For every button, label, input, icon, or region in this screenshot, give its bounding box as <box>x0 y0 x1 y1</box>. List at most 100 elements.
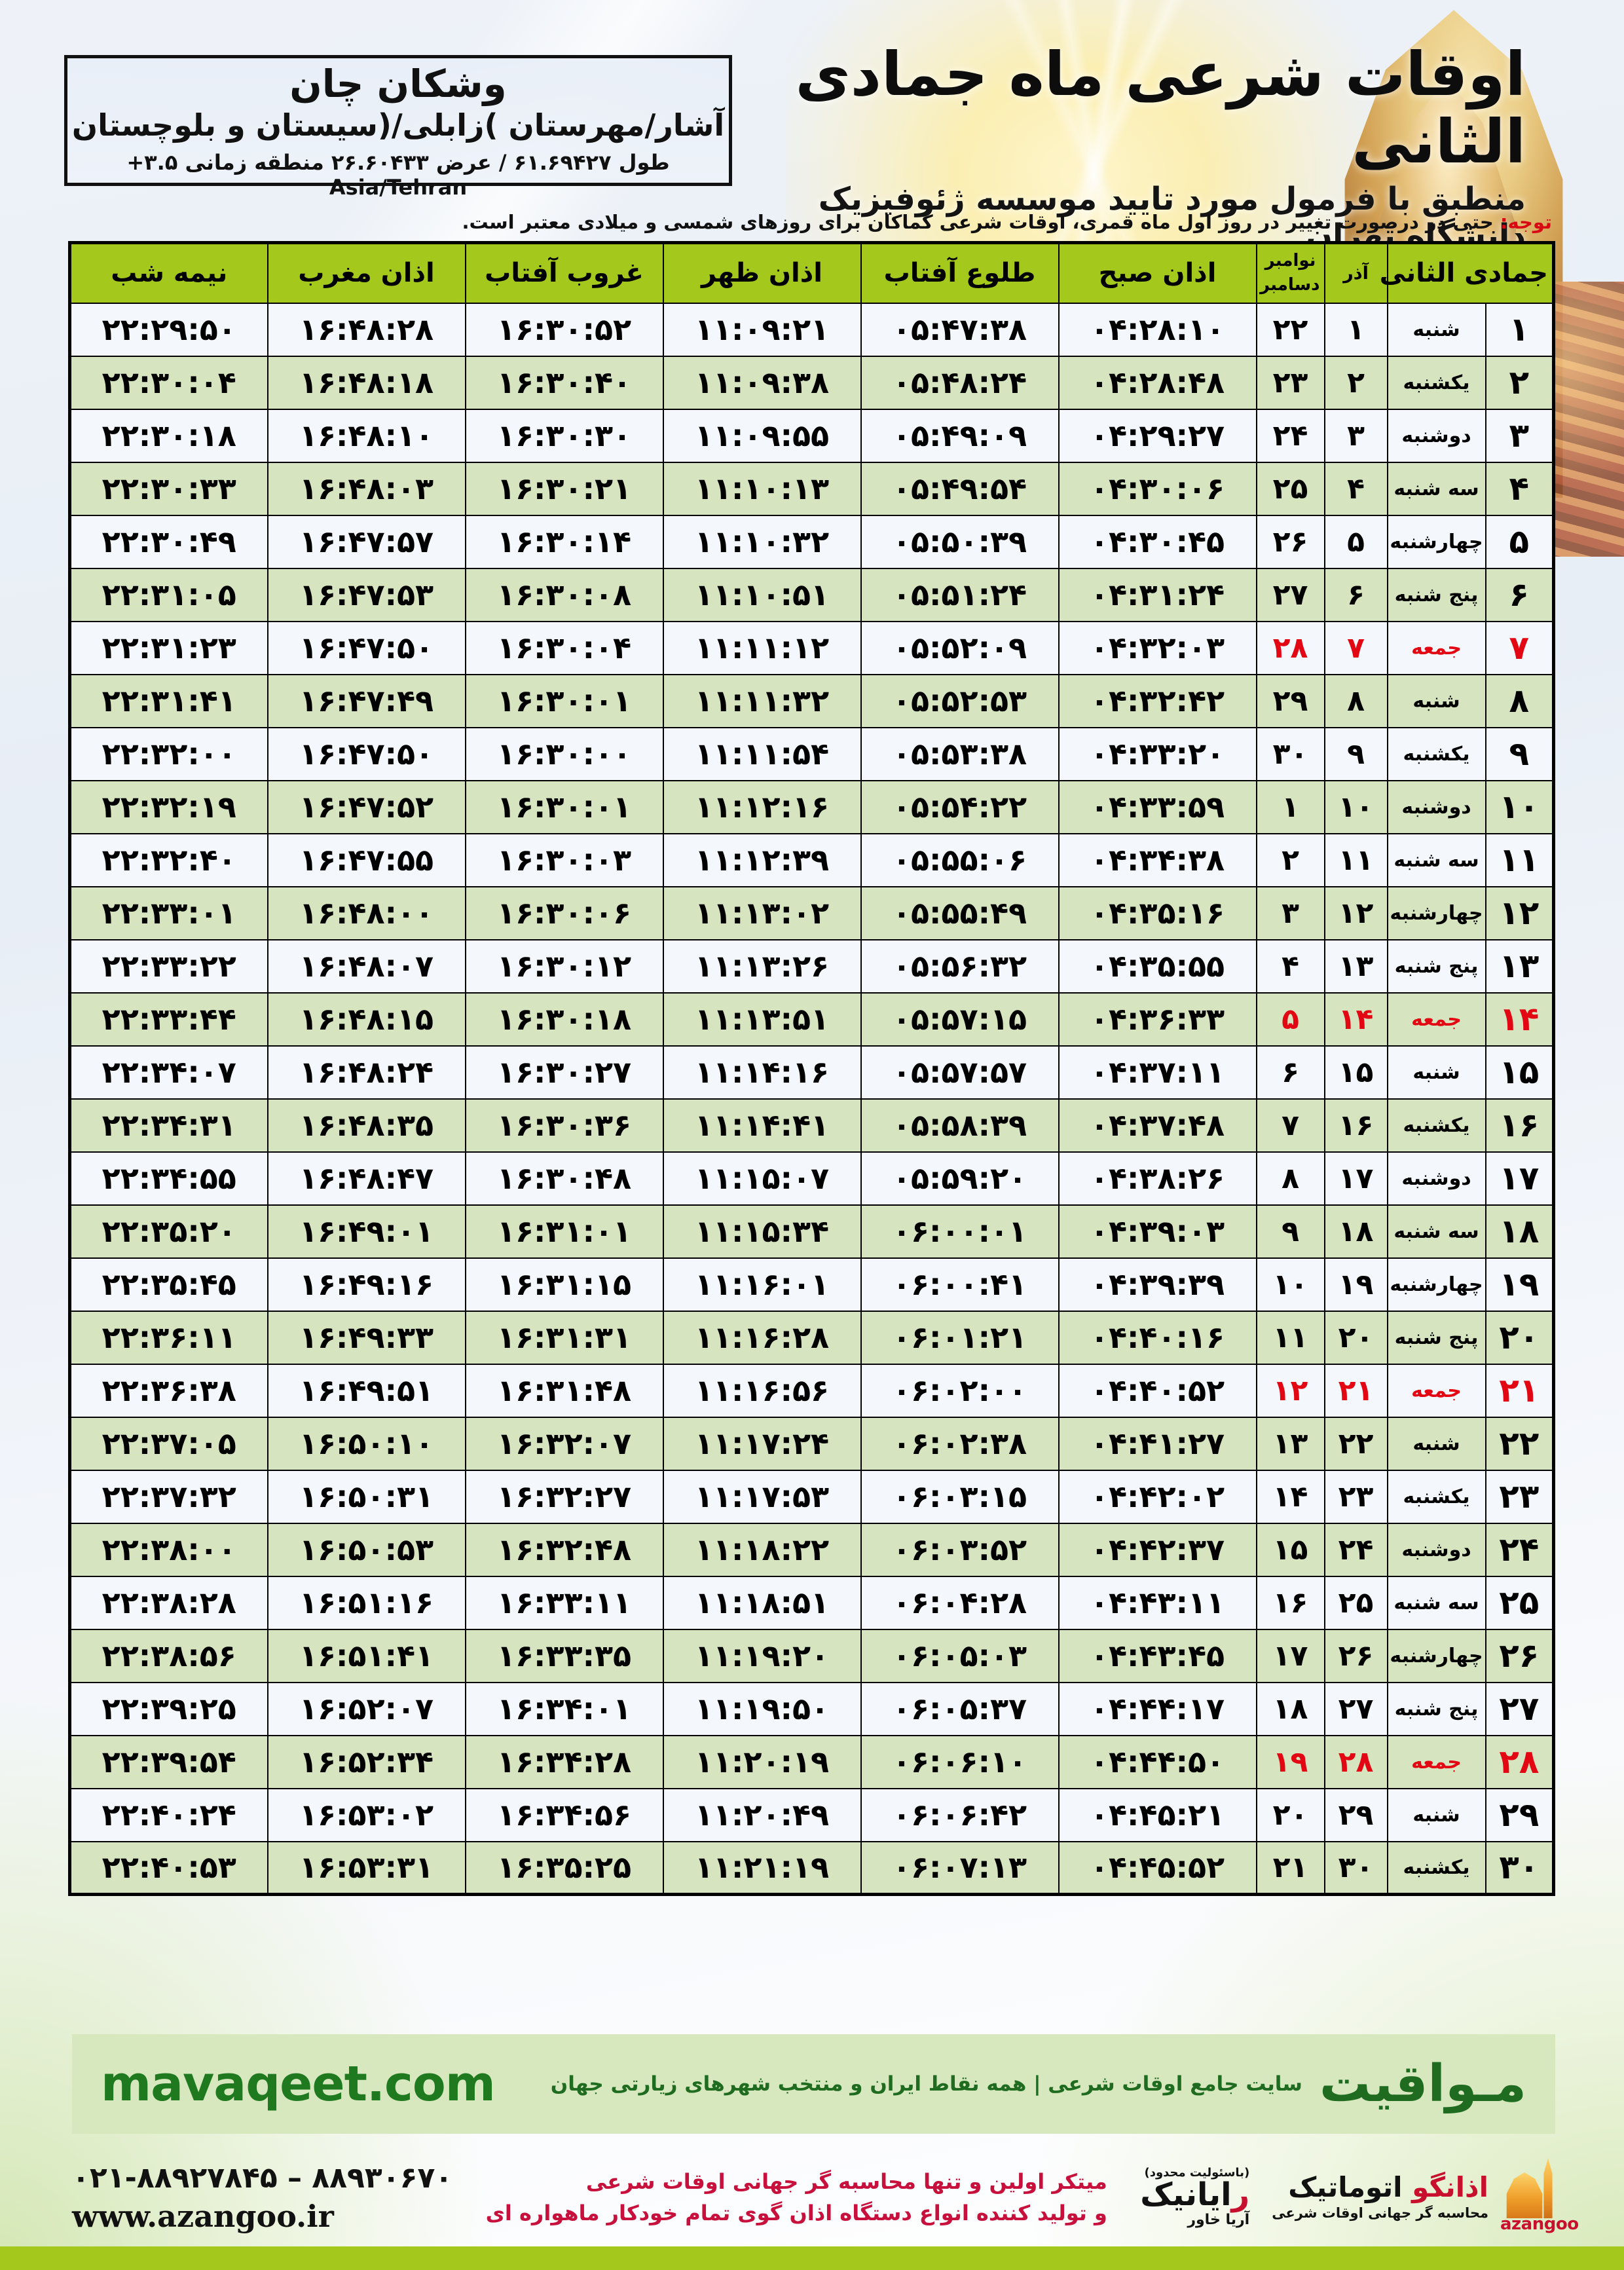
row-sunset: ۱۶:۳۱:۰۱ <box>464 1204 664 1259</box>
row-fajr: ۰۴:۳۷:۴۸ <box>1058 1098 1257 1153</box>
row-day-jamadi: ۱۰ <box>1485 779 1555 834</box>
row-dhuhr: ۱۱:۱۸:۲۲ <box>662 1522 862 1577</box>
row-sunrise: ۰۵:۴۹:۰۹ <box>860 408 1060 463</box>
note-text: حتی در درصورت تغییر در روز اول ماه قمری،… <box>462 211 1494 233</box>
table-row: ۴ سه شنبه ۴ ۲۵ ۰۴:۳۰:۰۶ ۰۵:۴۹:۵۴ ۱۱:۱۰:۱۳ ۱۶:۳۰… <box>69 461 1555 516</box>
col-header-sunset: غروب آفتاب <box>464 242 664 304</box>
row-sunrise: ۰۶:۰۷:۱۳ <box>860 1840 1060 1895</box>
row-maghrib: ۱۶:۵۳:۳۱ <box>267 1840 466 1895</box>
row-day-jamadi: ۲۲ <box>1485 1416 1555 1471</box>
row-sunrise: ۰۵:۵۷:۱۵ <box>860 992 1060 1047</box>
table-row: ۵ چهارشنبه ۵ ۲۶ ۰۴:۳۰:۴۵ ۰۵:۵۰:۳۹ ۱۱:۱۰:۳۲ ۱۶:۳… <box>69 514 1555 569</box>
row-dhuhr: ۱۱:۰۹:۳۸ <box>662 355 862 410</box>
row-midnight: ۲۲:۳۸:۲۸ <box>69 1575 268 1630</box>
row-fajr: ۰۴:۴۳:۴۵ <box>1058 1628 1257 1683</box>
row-dhuhr: ۱۱:۰۹:۵۵ <box>662 408 862 463</box>
row-fajr: ۰۴:۴۵:۵۲ <box>1058 1840 1257 1895</box>
row-day-azar: ۲۰ <box>1323 1310 1388 1365</box>
row-maghrib: ۱۶:۴۸:۲۴ <box>267 1045 466 1100</box>
row-sunrise: ۰۵:۵۶:۳۲ <box>860 939 1060 994</box>
row-day-azar: ۲۷ <box>1323 1681 1388 1736</box>
row-maghrib: ۱۶:۵۰:۵۳ <box>267 1522 466 1577</box>
row-dhuhr: ۱۱:۱۳:۲۶ <box>662 939 862 994</box>
row-sunrise: ۰۵:۵۹:۲۰ <box>860 1151 1060 1206</box>
row-day-azar: ۱۶ <box>1323 1098 1388 1153</box>
row-fajr: ۰۴:۳۴:۳۸ <box>1058 832 1257 887</box>
row-sunset: ۱۶:۳۰:۰۱ <box>464 779 664 834</box>
row-day-azar: ۱۲ <box>1323 885 1388 940</box>
row-day-jamadi: ۱۱ <box>1485 832 1555 887</box>
row-day-jamadi: ۱۷ <box>1485 1151 1555 1206</box>
row-weekday: دوشنبه <box>1386 408 1486 463</box>
row-day-gregorian: ۱۰ <box>1255 1257 1325 1312</box>
footer-desc-line1: میتکر اولین و تنها محاسبه گر جهانی اوقات… <box>585 2169 1107 2194</box>
row-day-gregorian: ۱۲ <box>1255 1363 1325 1418</box>
row-sunrise: ۰۵:۵۱:۲۴ <box>860 567 1060 622</box>
row-sunrise: ۰۶:۰۶:۴۲ <box>860 1787 1060 1842</box>
row-sunrise: ۰۵:۴۹:۵۴ <box>860 461 1060 516</box>
mavaqeet-url[interactable]: mavaqeet.com <box>101 2056 496 2112</box>
row-day-gregorian: ۲۳ <box>1255 355 1325 410</box>
row-midnight: ۲۲:۳۳:۲۲ <box>69 939 268 994</box>
row-dhuhr: ۱۱:۱۶:۰۱ <box>662 1257 862 1312</box>
row-dhuhr: ۱۱:۱۶:۵۶ <box>662 1363 862 1418</box>
table-row: ۱۰ دوشنبه ۱۰ ۱ ۰۴:۳۳:۵۹ ۰۵:۵۴:۲۲ ۱۱:۱۲:۱۶ ۱۶:۳۰… <box>69 779 1555 834</box>
row-day-gregorian: ۲ <box>1255 832 1325 887</box>
row-day-gregorian: ۲۵ <box>1255 461 1325 516</box>
row-weekday: پنج شنبه <box>1386 1681 1486 1736</box>
row-sunset: ۱۶:۳۰:۴۰ <box>464 355 664 410</box>
row-fajr: ۰۴:۴۰:۱۶ <box>1058 1310 1257 1365</box>
row-midnight: ۲۲:۳۲:۴۰ <box>69 832 268 887</box>
row-sunrise: ۰۶:۰۳:۱۵ <box>860 1469 1060 1524</box>
row-day-jamadi: ۱۴ <box>1485 992 1555 1047</box>
row-midnight: ۲۲:۳۳:۴۴ <box>69 992 268 1047</box>
col-header-december: دسامبر <box>1259 275 1320 295</box>
row-dhuhr: ۱۱:۲۰:۴۹ <box>662 1787 862 1842</box>
row-sunrise: ۰۶:۰۲:۳۸ <box>860 1416 1060 1471</box>
row-weekday: شنبه <box>1386 1045 1486 1100</box>
table-row: ۱۵ شنبه ۱۵ ۶ ۰۴:۳۷:۱۱ ۰۵:۵۷:۵۷ ۱۱:۱۴:۱۶ ۱۶:۳۰:۲… <box>69 1045 1555 1100</box>
row-day-gregorian: ۱۶ <box>1255 1575 1325 1630</box>
row-weekday: چهارشنبه <box>1386 1628 1486 1683</box>
row-day-gregorian: ۱ <box>1255 779 1325 834</box>
table-row: ۲۷ پنج شنبه ۲۷ ۱۸ ۰۴:۴۴:۱۷ ۰۶:۰۵:۳۷ ۱۱:۱۹:۵۰ ۱۶… <box>69 1681 1555 1736</box>
row-weekday: پنج شنبه <box>1386 1310 1486 1365</box>
col-header-dhuhr: اذان ظهر <box>662 242 862 304</box>
row-day-azar: ۱۸ <box>1323 1204 1388 1259</box>
row-dhuhr: ۱۱:۱۰:۳۲ <box>662 514 862 569</box>
row-day-gregorian: ۲۴ <box>1255 408 1325 463</box>
table-row: ۱۳ پنج شنبه ۱۳ ۴ ۰۴:۳۵:۵۵ ۰۵:۵۶:۳۲ ۱۱:۱۳:۲۶ ۱۶:… <box>69 939 1555 994</box>
row-sunset: ۱۶:۳۲:۴۸ <box>464 1522 664 1577</box>
rayanik-subtitle: آریا خاور <box>1187 2212 1250 2228</box>
row-sunset: ۱۶:۳۴:۲۸ <box>464 1734 664 1789</box>
table-row: ۸ شنبه ۸ ۲۹ ۰۴:۳۲:۴۲ ۰۵:۵۲:۵۳ ۱۱:۱۱:۳۲ ۱۶:۳۰:۰۱… <box>69 673 1555 728</box>
row-maghrib: ۱۶:۵۲:۳۴ <box>267 1734 466 1789</box>
row-day-gregorian: ۱۱ <box>1255 1310 1325 1365</box>
row-weekday: دوشنبه <box>1386 1522 1486 1577</box>
row-day-jamadi: ۳ <box>1485 408 1555 463</box>
table-row: ۱۸ سه شنبه ۱۸ ۹ ۰۴:۳۹:۰۳ ۰۶:۰۰:۰۱ ۱۱:۱۵:۳۴ ۱۶:۳… <box>69 1204 1555 1259</box>
row-fajr: ۰۴:۳۹:۳۹ <box>1058 1257 1257 1312</box>
row-weekday: یکشنبه <box>1386 1469 1486 1524</box>
row-dhuhr: ۱۱:۱۷:۲۴ <box>662 1416 862 1471</box>
row-maghrib: ۱۶:۴۷:۵۳ <box>267 567 466 622</box>
row-sunset: ۱۶:۳۰:۴۸ <box>464 1151 664 1206</box>
footer-website[interactable]: www.azangoo.ir <box>72 2198 334 2234</box>
row-day-jamadi: ۱۵ <box>1485 1045 1555 1100</box>
row-weekday: دوشنبه <box>1386 1151 1486 1206</box>
row-day-azar: ۱۴ <box>1323 992 1388 1047</box>
row-sunset: ۱۶:۳۴:۰۱ <box>464 1681 664 1736</box>
row-day-azar: ۱۰ <box>1323 779 1388 834</box>
mavaqeet-tagline: سایت جامع اوقات شرعی | همه نقاط ایران و … <box>550 2072 1302 2096</box>
row-day-jamadi: ۱۸ <box>1485 1204 1555 1259</box>
table-row: ۲۵ سه شنبه ۲۵ ۱۶ ۰۴:۴۳:۱۱ ۰۶:۰۴:۲۸ ۱۱:۱۸:۵۱ ۱۶:… <box>69 1575 1555 1630</box>
prayer-times-table: جمادی الثانی آذر نوامبر دسامبر اذان صبح … <box>68 241 1555 1896</box>
row-midnight: ۲۲:۳۸:۰۰ <box>69 1522 268 1577</box>
azangoo-logo-word: azangoo <box>1500 2214 1579 2234</box>
row-weekday: جمعه <box>1386 620 1486 675</box>
row-fajr: ۰۴:۳۵:۵۵ <box>1058 939 1257 994</box>
row-day-jamadi: ۲۰ <box>1485 1310 1555 1365</box>
row-day-jamadi: ۸ <box>1485 673 1555 728</box>
azangoo-text: اذانگو اتوماتیک محاسبه گر جهانی اوقات شر… <box>1272 2174 1488 2222</box>
